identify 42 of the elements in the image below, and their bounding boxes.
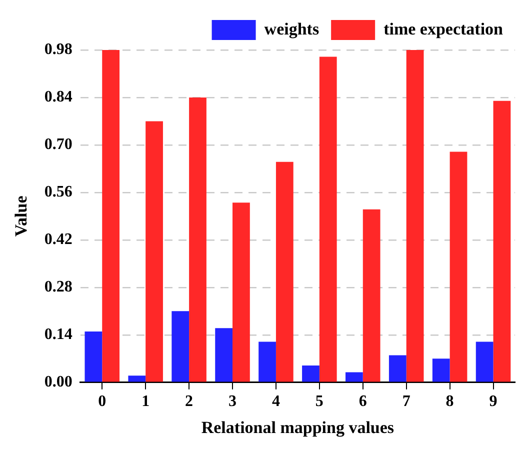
bar	[319, 56, 337, 382]
bar	[215, 328, 233, 382]
bar	[102, 50, 120, 382]
bar	[172, 311, 190, 382]
bar	[146, 121, 163, 382]
x-tick-label: 9	[489, 393, 498, 410]
y-tick-label: 0.70	[44, 136, 72, 154]
bar	[346, 372, 363, 382]
y-tick-label: 0.56	[44, 184, 72, 201]
x-tick-label: 1	[142, 393, 150, 410]
x-axis-title: Relational mapping values	[201, 418, 394, 438]
x-tick-label: 2	[185, 393, 194, 410]
x-tick-label: 6	[358, 393, 367, 410]
bar	[388, 355, 406, 382]
y-tick-label: 0.84	[44, 88, 72, 106]
bar	[84, 332, 102, 382]
bar	[432, 358, 450, 382]
y-tick-label: 0.00	[44, 374, 72, 391]
x-tick-label: 3	[228, 393, 237, 410]
x-tick-label: 5	[315, 393, 324, 410]
y-axis-title: Value	[12, 195, 31, 237]
y-tick-label: 0.98	[44, 41, 72, 58]
bar	[232, 202, 250, 382]
bar	[128, 376, 146, 382]
x-tick-label: 4	[272, 393, 280, 410]
bar	[406, 50, 424, 382]
y-tick-label: 0.28	[44, 278, 72, 296]
bar	[493, 100, 511, 382]
legend-label: time expectation	[384, 19, 504, 38]
legend-label: weights	[264, 19, 320, 38]
bar	[276, 162, 294, 382]
x-tick-label: 0	[98, 393, 106, 410]
bar	[362, 209, 380, 382]
x-tick-label: 8	[446, 393, 454, 410]
bar	[450, 152, 468, 382]
y-tick-label: 0.42	[44, 231, 72, 248]
bar	[476, 342, 494, 382]
x-tick-label: 7	[402, 393, 410, 410]
bar	[189, 97, 206, 382]
bar	[258, 342, 276, 382]
bar	[302, 365, 320, 382]
y-tick-label: 0.14	[44, 326, 72, 344]
